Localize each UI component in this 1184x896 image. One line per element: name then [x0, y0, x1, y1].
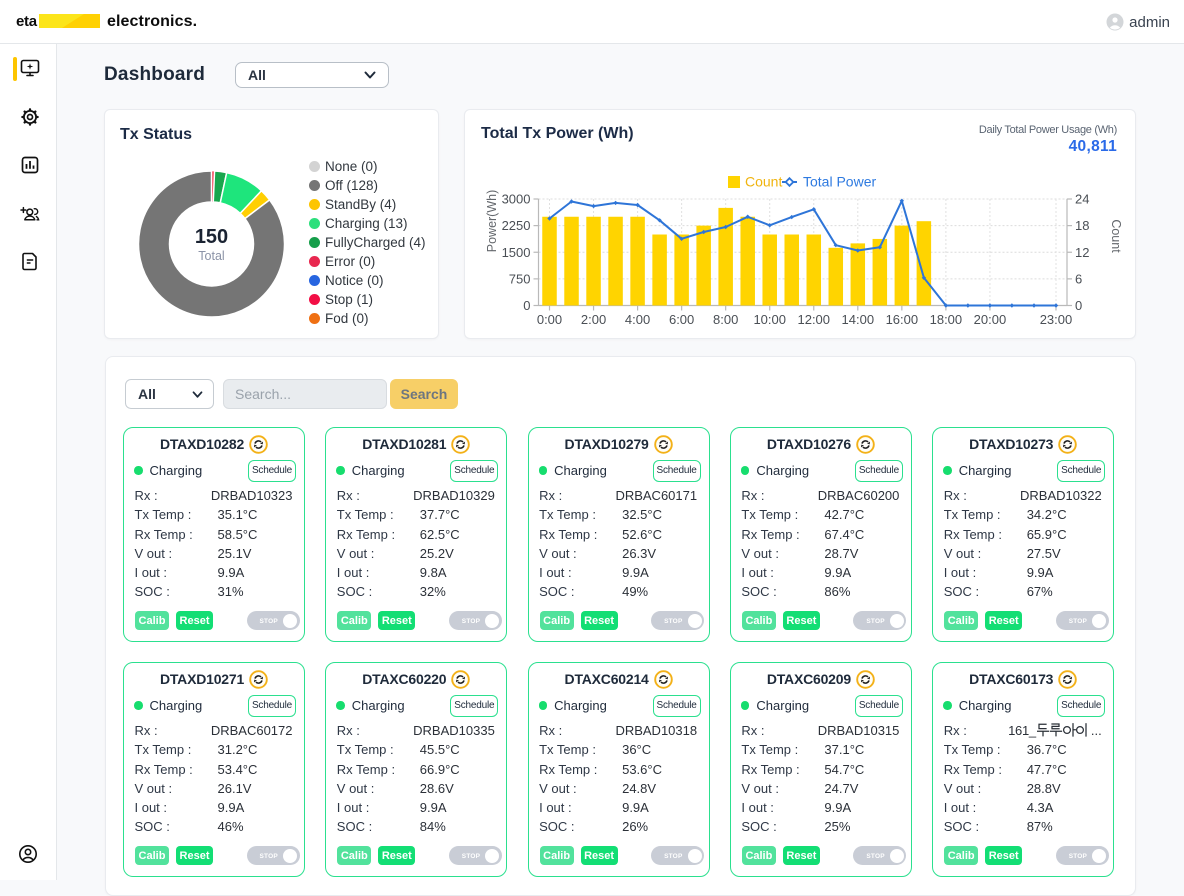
svg-text:3000: 3000: [502, 192, 531, 207]
svg-text:18: 18: [1075, 218, 1089, 233]
svg-text:16:00: 16:00: [886, 312, 919, 327]
svg-text:8:00: 8:00: [713, 312, 738, 327]
svg-text:20:00: 20:00: [974, 312, 1007, 327]
svg-text:14:00: 14:00: [842, 312, 875, 327]
svg-text:6:00: 6:00: [669, 312, 694, 327]
svg-text:Count: Count: [1109, 219, 1123, 253]
svg-text:0: 0: [523, 298, 530, 313]
svg-text:Power(Wh): Power(Wh): [485, 190, 499, 253]
svg-text:0:00: 0:00: [537, 312, 562, 327]
svg-text:2:00: 2:00: [581, 312, 606, 327]
svg-text:12:00: 12:00: [797, 312, 830, 327]
svg-text:18:00: 18:00: [930, 312, 963, 327]
svg-text:750: 750: [509, 271, 531, 286]
svg-text:24: 24: [1075, 192, 1089, 207]
svg-text:Count: Count: [745, 174, 782, 190]
svg-text:2250: 2250: [502, 218, 531, 233]
svg-text:Total Power: Total Power: [803, 174, 876, 190]
svg-text:1500: 1500: [502, 245, 531, 260]
svg-text:10:00: 10:00: [753, 312, 786, 327]
svg-text:23:00: 23:00: [1040, 312, 1073, 327]
svg-text:6: 6: [1075, 271, 1082, 286]
svg-text:0: 0: [1075, 298, 1082, 313]
svg-text:4:00: 4:00: [625, 312, 650, 327]
svg-text:12: 12: [1075, 245, 1089, 260]
